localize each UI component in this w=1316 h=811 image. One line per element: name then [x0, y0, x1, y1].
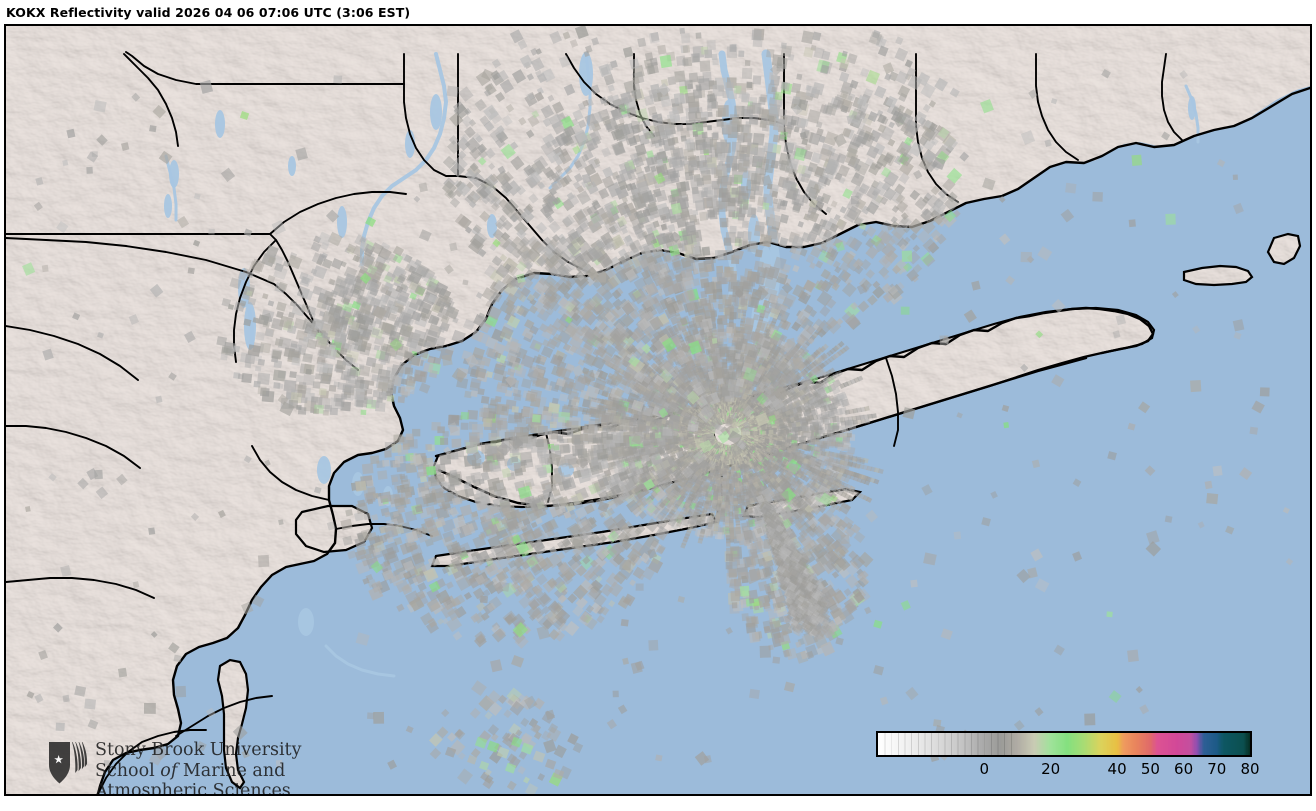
radar-bin — [768, 429, 774, 435]
lake-5 — [579, 52, 593, 96]
boundary-line-2 — [125, 51, 405, 85]
river-6 — [324, 644, 396, 678]
radar-echo-layer — [22, 26, 1294, 794]
coastline-3 — [96, 344, 448, 794]
lake-7 — [405, 130, 415, 158]
boundary-line-15 — [885, 357, 899, 447]
lake-24 — [487, 214, 497, 238]
island-outline-blockIsland — [1266, 232, 1302, 266]
lake-17 — [1188, 96, 1196, 120]
lake-18 — [215, 110, 225, 138]
title-bar: KOKX Reflectivity valid 2026 04 06 07:06… — [0, 0, 1316, 24]
radar-bin — [810, 429, 817, 436]
radar-bin — [752, 431, 758, 436]
boundary-line-9 — [1035, 53, 1079, 161]
boundary-line-1 — [403, 53, 459, 177]
radar-bin — [847, 446, 856, 455]
river-2 — [360, 52, 448, 266]
radar-bin — [841, 427, 849, 434]
map-frame[interactable]: Stony Brook University School of Marine … — [4, 24, 1312, 796]
boundary-line-21 — [6, 425, 141, 469]
lake-19 — [288, 156, 296, 176]
boundary-line-20 — [251, 445, 330, 501]
radar-bin — [818, 444, 827, 452]
lake-6 — [430, 94, 442, 130]
island-outline-staten — [294, 504, 374, 554]
island-outline-fishersIsland — [1182, 264, 1254, 287]
island-outline-sandyHook — [216, 658, 250, 790]
boundary-line-10 — [1161, 53, 1183, 141]
boundary-line-22 — [6, 577, 155, 599]
boundary-line-13 — [123, 53, 179, 147]
lake-15 — [298, 608, 314, 636]
boundary-line-12 — [233, 239, 277, 363]
lake-11 — [164, 194, 172, 218]
lake-13 — [317, 456, 331, 484]
page-title: KOKX Reflectivity valid 2026 04 06 07:06… — [6, 4, 411, 20]
boundary-line-23 — [6, 325, 139, 381]
lake-12 — [337, 206, 347, 238]
lake-10 — [169, 160, 179, 188]
river-7 — [1184, 84, 1200, 144]
boundary-line-5 — [269, 191, 407, 235]
radar-map-canvas[interactable] — [6, 26, 1310, 794]
